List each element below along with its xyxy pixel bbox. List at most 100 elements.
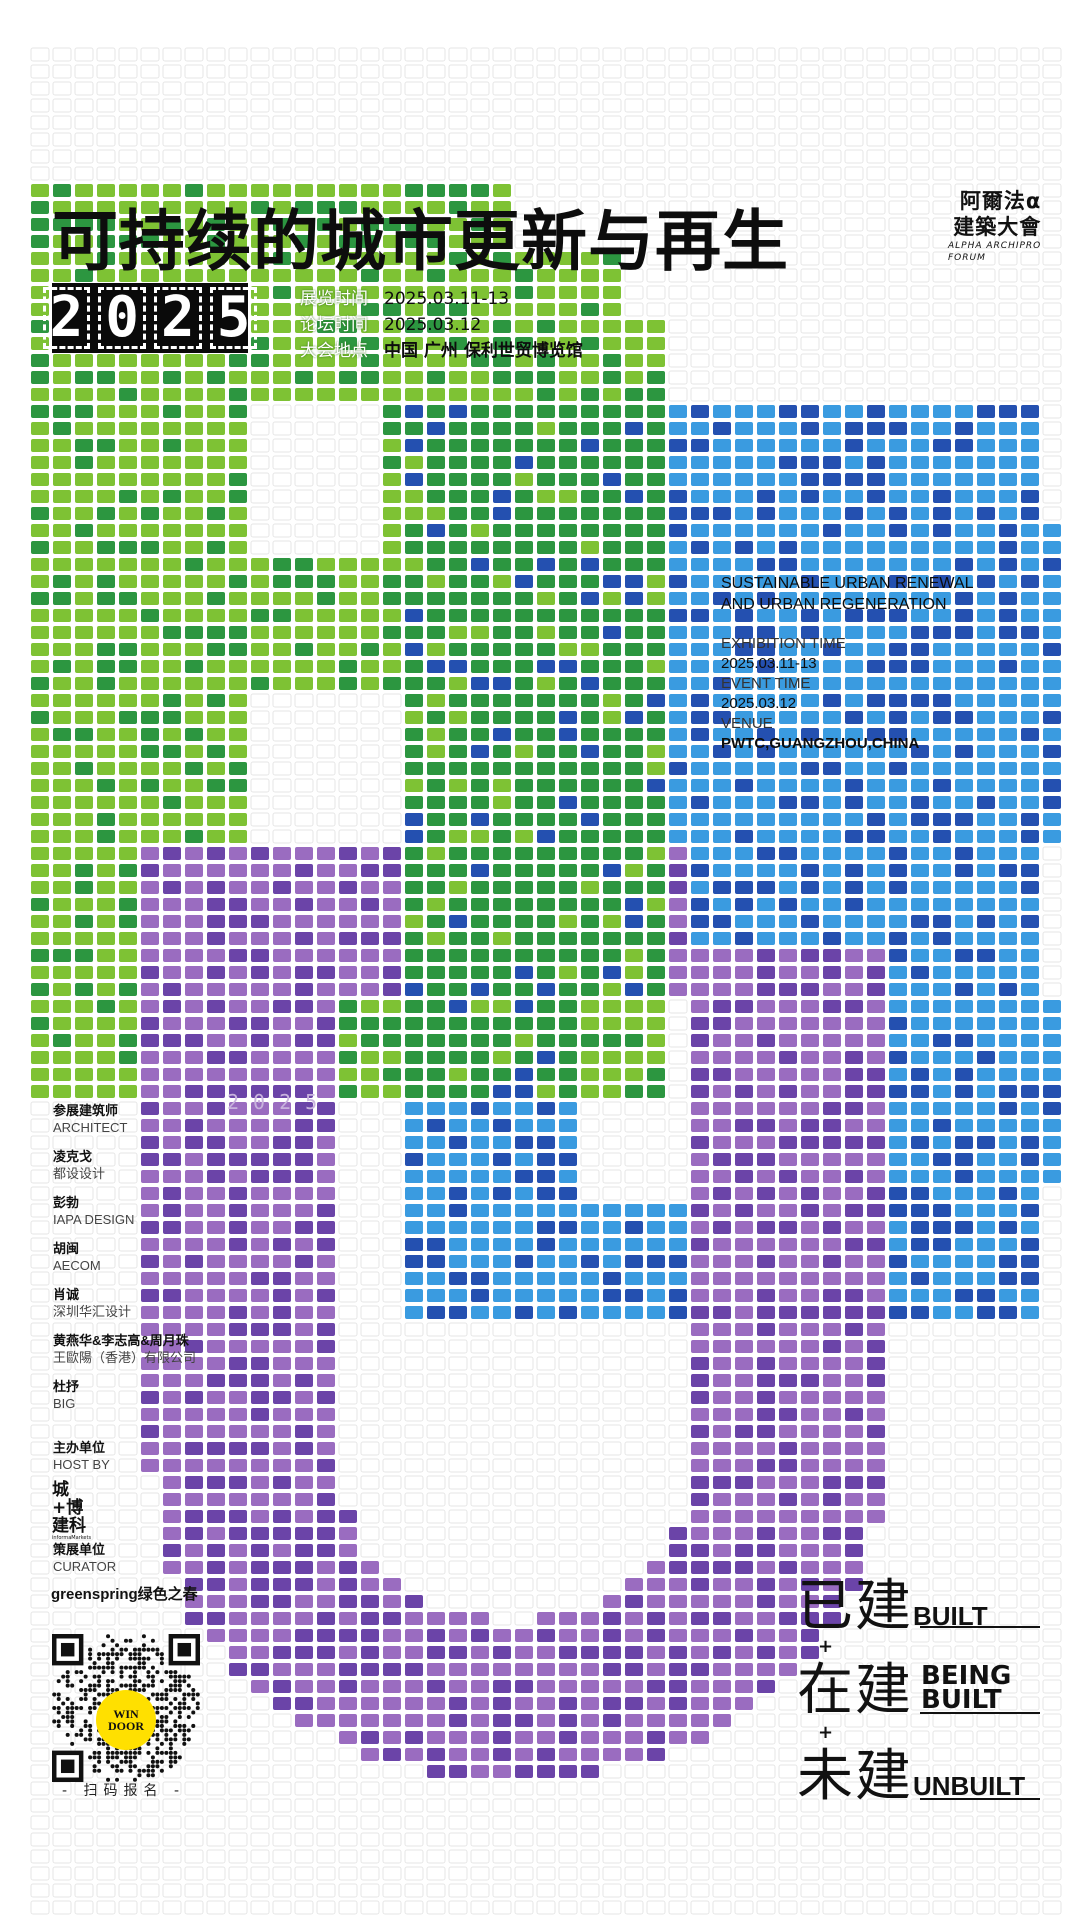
grid-tile bbox=[250, 489, 270, 504]
mosaic-tile bbox=[713, 626, 731, 639]
grid-tile bbox=[250, 421, 270, 436]
grid-tile bbox=[96, 1101, 116, 1116]
mosaic-tile bbox=[1043, 1000, 1061, 1013]
mosaic-tile bbox=[559, 932, 577, 945]
mosaic-tile bbox=[845, 1561, 863, 1574]
mosaic-tile bbox=[427, 456, 445, 469]
mosaic-tile bbox=[713, 813, 731, 826]
mosaic-tile bbox=[207, 184, 225, 197]
mosaic-tile bbox=[779, 1340, 797, 1353]
mosaic-tile bbox=[185, 1119, 203, 1132]
mosaic-tile bbox=[977, 1187, 995, 1200]
grid-tile bbox=[756, 353, 776, 368]
mosaic-tile bbox=[53, 541, 71, 554]
mosaic-tile bbox=[251, 1595, 269, 1608]
grid-tile bbox=[778, 98, 798, 113]
grid-tile bbox=[316, 812, 336, 827]
mosaic-tile bbox=[713, 660, 731, 673]
mosaic-tile bbox=[647, 864, 665, 877]
mosaic-tile bbox=[1043, 830, 1061, 843]
mosaic-tile bbox=[625, 405, 643, 418]
mosaic-tile bbox=[999, 1255, 1017, 1268]
grid-tile bbox=[800, 1679, 820, 1694]
grid-tile bbox=[866, 64, 886, 79]
mosaic-tile bbox=[207, 439, 225, 452]
mosaic-tile bbox=[581, 1255, 599, 1268]
grid-tile bbox=[998, 1475, 1018, 1490]
grid-tile bbox=[118, 1424, 138, 1439]
mosaic-tile bbox=[405, 864, 423, 877]
mosaic-tile bbox=[801, 1272, 819, 1285]
mosaic-tile bbox=[889, 473, 907, 486]
grid-tile bbox=[338, 1492, 358, 1507]
mosaic-tile bbox=[515, 1153, 533, 1166]
grid-tile bbox=[250, 761, 270, 776]
mosaic-tile bbox=[669, 830, 687, 843]
grid-tile bbox=[514, 1373, 534, 1388]
mosaic-tile bbox=[1021, 1204, 1039, 1217]
grid-tile bbox=[1020, 1645, 1040, 1660]
mosaic-tile bbox=[625, 949, 643, 962]
grid-tile bbox=[426, 1407, 446, 1422]
grid-tile bbox=[1042, 1220, 1062, 1235]
grid-tile bbox=[360, 1203, 380, 1218]
grid-tile bbox=[118, 1135, 138, 1150]
mosaic-tile bbox=[669, 1595, 687, 1608]
mosaic-tile bbox=[449, 779, 467, 792]
mosaic-tile bbox=[163, 660, 181, 673]
grid-tile bbox=[954, 1764, 974, 1779]
mosaic-tile bbox=[735, 779, 753, 792]
mosaic-tile bbox=[625, 473, 643, 486]
mosaic-tile bbox=[735, 1561, 753, 1574]
mosaic-tile bbox=[691, 558, 709, 571]
grid-tile bbox=[52, 1390, 72, 1405]
mosaic-tile bbox=[427, 745, 445, 758]
mosaic-tile bbox=[141, 694, 159, 707]
mosaic-tile bbox=[757, 1238, 775, 1251]
mosaic-tile bbox=[405, 745, 423, 758]
mosaic-tile bbox=[229, 1323, 247, 1336]
grid-tile bbox=[206, 1764, 226, 1779]
grid-tile bbox=[932, 1390, 952, 1405]
mosaic-tile bbox=[251, 1459, 269, 1472]
grid-tile bbox=[1020, 1560, 1040, 1575]
mosaic-tile bbox=[647, 1595, 665, 1608]
grid-tile bbox=[360, 812, 380, 827]
mosaic-tile bbox=[449, 337, 467, 350]
mosaic-tile bbox=[229, 1153, 247, 1166]
grid-tile bbox=[910, 183, 930, 198]
mosaic-tile bbox=[449, 1119, 467, 1132]
mosaic-tile bbox=[229, 388, 247, 401]
mosaic-tile bbox=[493, 337, 511, 350]
mosaic-tile bbox=[713, 1391, 731, 1404]
mosaic-tile bbox=[273, 1459, 291, 1472]
mosaic-tile bbox=[493, 575, 511, 588]
mosaic-tile bbox=[273, 1272, 291, 1285]
mosaic-tile bbox=[955, 1238, 973, 1251]
grid-tile bbox=[976, 268, 996, 283]
mosaic-tile bbox=[647, 507, 665, 520]
mosaic-tile bbox=[97, 371, 115, 384]
mosaic-tile bbox=[1021, 507, 1039, 520]
grid-tile bbox=[690, 1798, 710, 1813]
mosaic-tile bbox=[757, 881, 775, 894]
grid-tile bbox=[734, 387, 754, 402]
mosaic-tile bbox=[339, 592, 357, 605]
mosaic-tile bbox=[691, 1408, 709, 1421]
mosaic-tile bbox=[845, 456, 863, 469]
mosaic-tile bbox=[603, 1204, 621, 1217]
mosaic-tile bbox=[647, 388, 665, 401]
mosaic-tile bbox=[713, 677, 731, 690]
mosaic-tile bbox=[251, 1204, 269, 1217]
mosaic-tile bbox=[185, 609, 203, 622]
grid-tile bbox=[1042, 353, 1062, 368]
mosaic-tile bbox=[361, 966, 379, 979]
grid-tile bbox=[492, 1458, 512, 1473]
grid-tile bbox=[866, 319, 886, 334]
grid-tile bbox=[624, 1543, 644, 1558]
mosaic-tile bbox=[581, 524, 599, 537]
grid-tile bbox=[294, 115, 314, 130]
mosaic-tile bbox=[559, 524, 577, 537]
mosaic-tile bbox=[911, 881, 929, 894]
grid-tile bbox=[74, 149, 94, 164]
